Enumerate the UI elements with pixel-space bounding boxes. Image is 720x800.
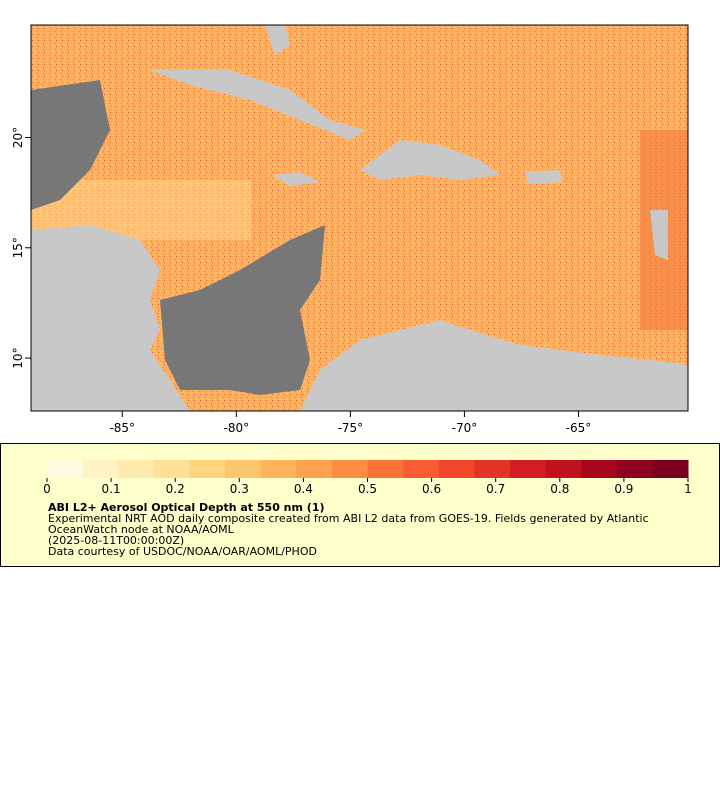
- colorbar-swatch: [118, 460, 155, 478]
- colorbar-swatch: [225, 460, 262, 478]
- colorbar-swatch: [616, 460, 653, 478]
- colorbar-swatch: [403, 460, 440, 478]
- colorbar-swatch: [652, 460, 689, 478]
- x-tick-label: -70°: [452, 421, 478, 435]
- colorbar-swatch: [509, 460, 547, 478]
- x-tick-label: -85°: [109, 421, 135, 435]
- colorbar-tick-label: 0.1: [102, 482, 121, 496]
- colorbar-tick-label: 0.6: [422, 482, 441, 496]
- colorbar-swatch: [367, 460, 404, 478]
- colorbar-swatch: [438, 460, 475, 478]
- x-tick-label: -65°: [566, 421, 592, 435]
- colorbar-tick-label: 0.8: [550, 482, 569, 496]
- map-raster: [31, 25, 688, 411]
- plot-frame: [30, 24, 689, 412]
- legend-title: ABI L2+ Aerosol Optical Depth at 550 nm …: [48, 501, 325, 514]
- colorbar-swatch: [82, 460, 119, 478]
- legend-line: OceanWatch node at NOAA/AOML: [48, 523, 235, 536]
- colorbar-tick-label: 0.4: [294, 482, 313, 496]
- colorbar-swatch: [296, 460, 333, 478]
- colorbar-swatch: [189, 460, 226, 478]
- colorbar-tick-label: 0.5: [358, 482, 377, 496]
- y-tick-label: 20°: [11, 127, 25, 148]
- colorbar-tick-label: 0.2: [166, 482, 185, 496]
- y-tick-label: 10°: [11, 347, 25, 368]
- colorbar-tick-label: 0.7: [486, 482, 505, 496]
- colorbar-tick-label: 0: [43, 482, 51, 496]
- colorbar: 0 0.1 0.2 0.3 0.4 0.5 0.6 0.7 0.8 0.9 1: [43, 460, 692, 496]
- axes: -85° -80° -75° -70° -65° 10° 15° 20°: [11, 127, 591, 435]
- colorbar-swatch: [47, 460, 84, 478]
- legend-line: Data courtesy of USDOC/NOAA/OAR/AOML/PHO…: [48, 545, 317, 558]
- colorbar-swatch: [331, 460, 368, 478]
- colorbar-swatch: [474, 460, 511, 478]
- colorbar-tick-label: 0.9: [614, 482, 633, 496]
- legend-line: Experimental NRT AOD daily composite cre…: [48, 512, 649, 525]
- legend-line: (2025-08-11T00:00:00Z): [48, 534, 184, 547]
- colorbar-tick-label: 1: [684, 482, 692, 496]
- y-tick-label: 15°: [11, 237, 25, 258]
- colorbar-swatch: [260, 460, 297, 478]
- colorbar-swatch: [153, 460, 190, 478]
- colorbar-tick-label: 0.3: [230, 482, 249, 496]
- x-tick-label: -75°: [338, 421, 364, 435]
- colorbar-swatch: [581, 460, 618, 478]
- x-tick-label: -80°: [224, 421, 250, 435]
- colorbar-swatch: [545, 460, 582, 478]
